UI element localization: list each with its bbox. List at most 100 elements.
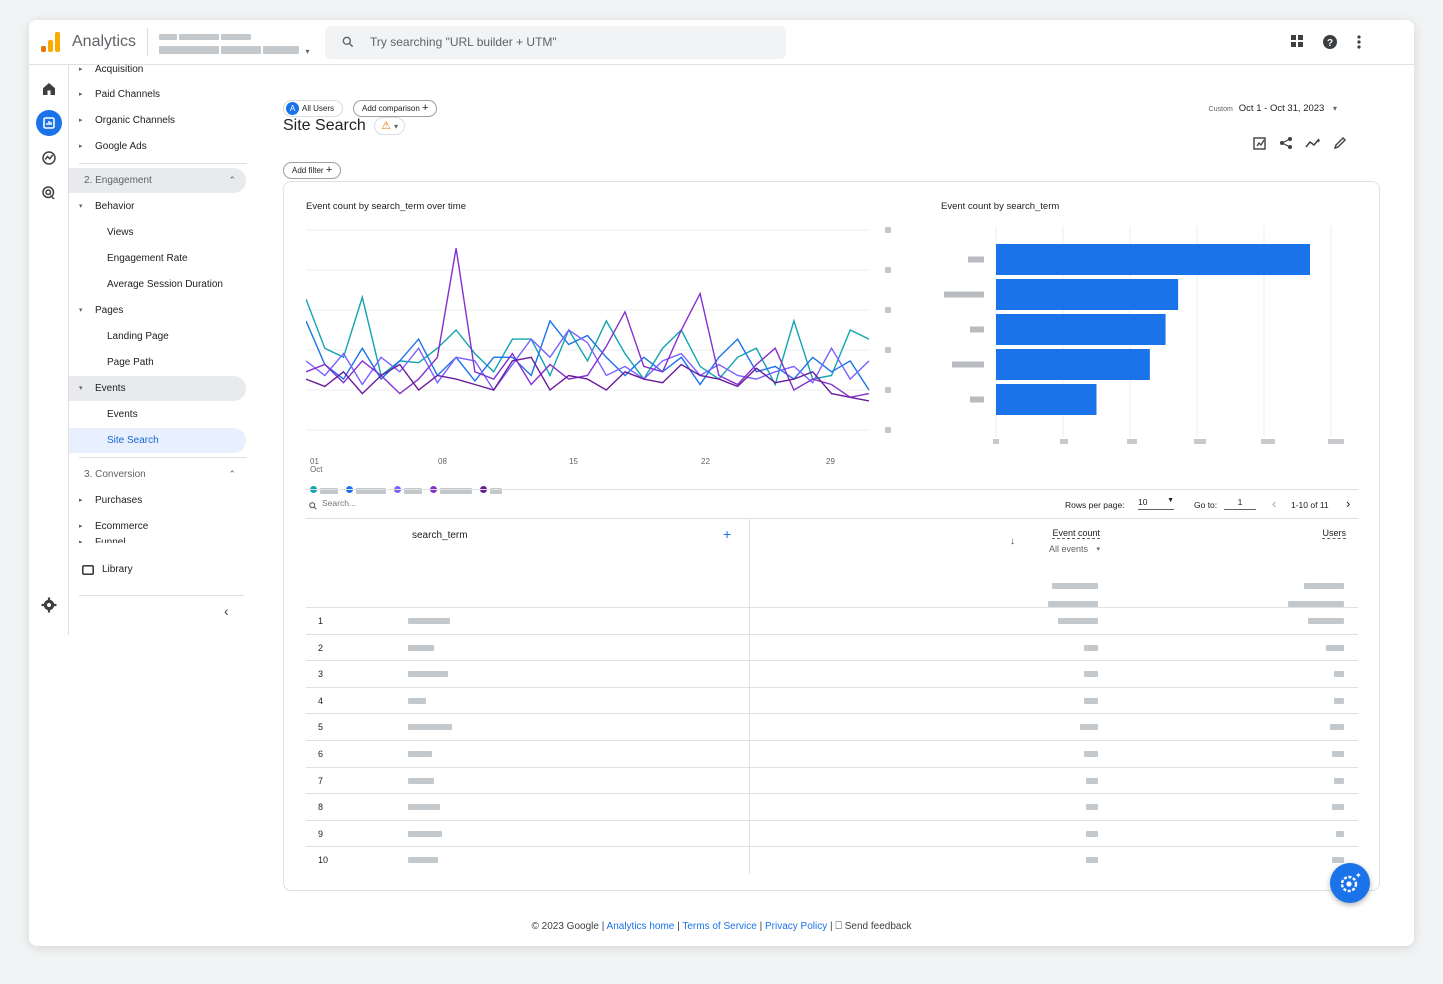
- nav-item-pages[interactable]: ▾ Pages: [79, 305, 124, 316]
- rows-per-page-select[interactable]: 10 ▼: [1138, 497, 1174, 510]
- bar[interactable]: [996, 349, 1150, 380]
- add-filter-label: Add filter: [292, 166, 324, 175]
- series-line[interactable]: [306, 248, 870, 399]
- nav-item-organic-channels[interactable]: ▸ Organic Channels: [79, 115, 176, 126]
- chevron-down-icon: ▾: [1096, 546, 1100, 553]
- search-input[interactable]: Try searching "URL builder + UTM": [325, 26, 786, 59]
- users-cell: [1330, 724, 1344, 731]
- table-row[interactable]: 2: [306, 633, 1358, 661]
- search-term-cell: [408, 804, 440, 811]
- add-dimension-plus-icon[interactable]: +: [723, 526, 732, 542]
- nav-item-paid-channels[interactable]: ▸ Paid Channels: [79, 89, 161, 100]
- nav-item-engagement-rate[interactable]: Engagement Rate: [107, 253, 188, 264]
- row-index: 10: [318, 855, 329, 866]
- analytics-logo-icon[interactable]: [41, 32, 61, 52]
- reports-icon[interactable]: [36, 110, 62, 136]
- series-line[interactable]: [306, 329, 870, 392]
- segment-chip-all-users[interactable]: A All Users: [283, 100, 344, 117]
- edit-pencil-icon[interactable]: [1333, 136, 1347, 150]
- line-chart-title: Event count by search_term over time: [306, 201, 466, 212]
- sort-desc-arrow-icon[interactable]: ↓: [1010, 536, 1015, 547]
- feedback-icon: ⎕: [835, 920, 842, 932]
- table-row[interactable]: 3: [306, 660, 1358, 687]
- nav-item-ecommerce[interactable]: ▸ Ecommerce: [79, 521, 149, 532]
- table-search-input[interactable]: [322, 498, 472, 508]
- date-range-picker[interactable]: Custom Oct 1 - Oct 31, 2023 ▾: [1209, 103, 1337, 114]
- table-row[interactable]: 5: [306, 713, 1358, 740]
- ai-assist-button[interactable]: ✦: [1330, 863, 1370, 903]
- x-tick: 01: [310, 457, 319, 466]
- analytics-home-link[interactable]: Analytics home: [606, 921, 675, 932]
- send-feedback-link[interactable]: Send feedback: [844, 921, 912, 932]
- customize-report-icon[interactable]: [1253, 136, 1267, 150]
- event-count-cell: [1086, 830, 1098, 837]
- nav-item-funnel[interactable]: ▸ Funnel: [79, 537, 126, 543]
- search-term-cell: [408, 618, 450, 624]
- nav-item-page-path[interactable]: Page Path: [107, 357, 154, 368]
- insights-icon[interactable]: ✦: [1305, 136, 1321, 150]
- nav-item-views[interactable]: Views: [107, 227, 134, 238]
- add-filter-button[interactable]: Add filter +: [283, 162, 342, 179]
- nav-item-acquisition[interactable]: ▸ Acquisition: [79, 64, 144, 75]
- account-selector[interactable]: ▾: [159, 27, 309, 56]
- row-index: 9: [318, 828, 324, 839]
- event-filter-select[interactable]: All events: [1048, 544, 1088, 554]
- apps-grid-icon[interactable]: [1290, 34, 1304, 48]
- chevron-up-icon: ⌃: [228, 175, 236, 185]
- bar[interactable]: [996, 384, 1097, 415]
- privacy-link[interactable]: Privacy Policy: [764, 921, 828, 932]
- row-index: 7: [318, 775, 324, 786]
- top-icons: ?: [1290, 34, 1362, 50]
- report-card: Event count by search_term over time Eve…: [283, 181, 1380, 891]
- event-count-cell: [1084, 697, 1098, 704]
- bar-chart-title: Event count by search_term: [941, 201, 1060, 212]
- advertising-icon[interactable]: [40, 184, 58, 202]
- warning-chip[interactable]: ⚠ ▾: [374, 117, 406, 135]
- table-row[interactable]: 1: [306, 607, 1358, 634]
- table-row[interactable]: 8: [306, 793, 1358, 820]
- nav-item-events[interactable]: Events: [107, 409, 138, 420]
- bar[interactable]: [996, 244, 1310, 275]
- nav-item-google-ads[interactable]: ▸ Google Ads: [79, 141, 147, 152]
- terms-link[interactable]: Terms of Service: [682, 921, 757, 932]
- nav-item-library[interactable]: Library: [69, 557, 246, 582]
- table-row[interactable]: 9: [306, 819, 1358, 847]
- series-line[interactable]: [306, 319, 870, 391]
- add-comparison-button[interactable]: Add comparison +: [353, 100, 438, 117]
- column-header-event-count[interactable]: Event count: [1052, 528, 1100, 539]
- y-tick-label: [885, 267, 891, 273]
- table-row[interactable]: 7: [306, 766, 1358, 794]
- search-icon: [309, 502, 317, 510]
- explore-icon[interactable]: [40, 149, 58, 167]
- nav-item-behavior[interactable]: ▾ Behavior: [79, 201, 135, 212]
- x-tick-label: [1060, 439, 1068, 444]
- goto-input[interactable]: 1: [1224, 497, 1256, 510]
- nav-item-purchases[interactable]: ▸ Purchases: [79, 495, 143, 506]
- more-vert-icon[interactable]: [1356, 34, 1362, 50]
- prev-page-icon[interactable]: ‹: [1272, 496, 1277, 511]
- help-icon[interactable]: ?: [1322, 34, 1338, 50]
- nav-section-conversion[interactable]: 3. Conversion ⌃: [69, 462, 246, 487]
- nav-item-site-search[interactable]: Site Search: [69, 428, 246, 453]
- nav-section-engagement[interactable]: 2. Engagement ⌃: [69, 168, 246, 193]
- series-line[interactable]: [306, 356, 870, 402]
- nav-item-landing-page[interactable]: Landing Page: [107, 331, 169, 342]
- column-header-users[interactable]: Users: [1322, 528, 1346, 539]
- table-row[interactable]: 10: [306, 846, 1358, 873]
- home-icon[interactable]: [40, 80, 58, 98]
- collapse-nav-icon[interactable]: ‹: [224, 603, 229, 619]
- rows-per-page-label: Rows per page:: [1065, 500, 1125, 510]
- table-row[interactable]: 4: [306, 686, 1358, 714]
- x-tick: 29: [826, 457, 835, 466]
- row-index: 3: [318, 669, 324, 680]
- next-page-icon[interactable]: ›: [1346, 496, 1351, 511]
- table-row[interactable]: 6: [306, 740, 1358, 767]
- nav-item-events-group[interactable]: ▾ Events: [69, 376, 246, 401]
- share-icon[interactable]: [1279, 136, 1293, 150]
- nav-item-avg-session-duration[interactable]: Average Session Duration: [107, 279, 223, 290]
- bar[interactable]: [996, 314, 1166, 345]
- settings-gear-icon[interactable]: [40, 596, 58, 614]
- column-header-search-term[interactable]: search_term: [412, 530, 468, 541]
- bar[interactable]: [996, 279, 1179, 310]
- event-count-cell: [1084, 671, 1098, 678]
